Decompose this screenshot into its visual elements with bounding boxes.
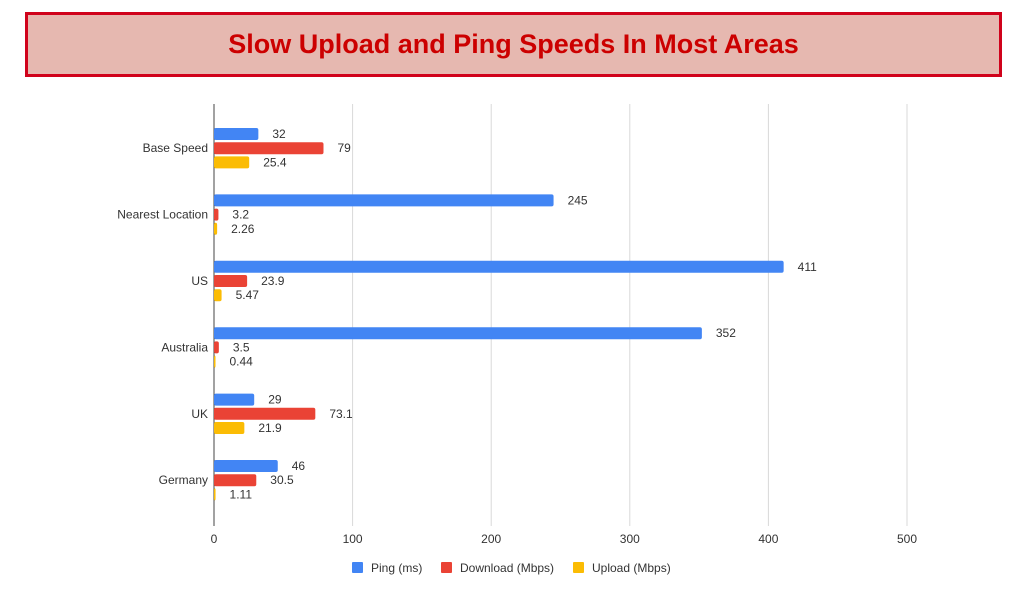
- data-label: 32: [272, 127, 286, 141]
- bar: [214, 355, 216, 368]
- data-label: 0.44: [230, 355, 254, 369]
- x-tick-label: 500: [897, 532, 917, 546]
- y-category-label: Base Speed: [143, 141, 208, 155]
- bar: [214, 156, 250, 169]
- bar: [214, 460, 278, 472]
- bar: [214, 194, 554, 207]
- bar: [214, 222, 218, 235]
- bar: [214, 341, 219, 354]
- data-label: 2.26: [231, 222, 255, 236]
- bar: [214, 327, 702, 340]
- bar: [214, 393, 255, 406]
- bar: [214, 422, 245, 434]
- x-tick-label: 100: [343, 532, 363, 546]
- bar: [214, 208, 219, 221]
- x-tick-label: 200: [481, 532, 501, 546]
- data-label: 3.2: [232, 208, 249, 222]
- x-tick-label: 0: [211, 532, 218, 546]
- chart-title: Slow Upload and Ping Speeds In Most Area…: [228, 29, 799, 59]
- bar: [214, 289, 222, 302]
- y-category-label: Nearest Location: [117, 208, 208, 222]
- legend-label: Upload (Mbps): [592, 561, 671, 575]
- data-label: 46: [292, 459, 306, 473]
- data-label: 5.47: [236, 288, 260, 302]
- data-label: 30.5: [270, 473, 294, 487]
- y-category-label: Australia: [161, 340, 208, 354]
- data-label: 245: [568, 193, 588, 207]
- data-label: 23.9: [261, 274, 285, 288]
- data-label: 79: [337, 141, 351, 155]
- data-label: 21.9: [258, 421, 282, 435]
- bar: [214, 128, 259, 140]
- bar: [214, 142, 324, 155]
- data-label: 3.5: [233, 340, 250, 354]
- legend-swatch: [352, 562, 363, 573]
- data-label: 25.4: [263, 155, 287, 169]
- data-label: 73.1: [329, 407, 353, 421]
- chart-title-banner: Slow Upload and Ping Speeds In Most Area…: [25, 12, 1002, 77]
- x-tick-label: 400: [758, 532, 778, 546]
- data-label: 1.11: [230, 487, 253, 501]
- data-label: 411: [798, 260, 817, 274]
- legend-label: Download (Mbps): [460, 561, 554, 575]
- x-tick-label: 300: [620, 532, 640, 546]
- bar: [214, 488, 216, 501]
- legend-swatch: [573, 562, 584, 573]
- legend-swatch: [441, 562, 452, 573]
- y-category-label: US: [191, 274, 208, 288]
- y-category-label: Germany: [159, 473, 208, 487]
- bar: [214, 275, 248, 287]
- bar: [214, 407, 316, 420]
- y-category-label: UK: [191, 407, 208, 421]
- data-label: 29: [268, 393, 282, 407]
- bar: [214, 474, 257, 487]
- data-label: 352: [716, 326, 736, 340]
- legend-label: Ping (ms): [371, 561, 422, 575]
- bar: [214, 260, 784, 273]
